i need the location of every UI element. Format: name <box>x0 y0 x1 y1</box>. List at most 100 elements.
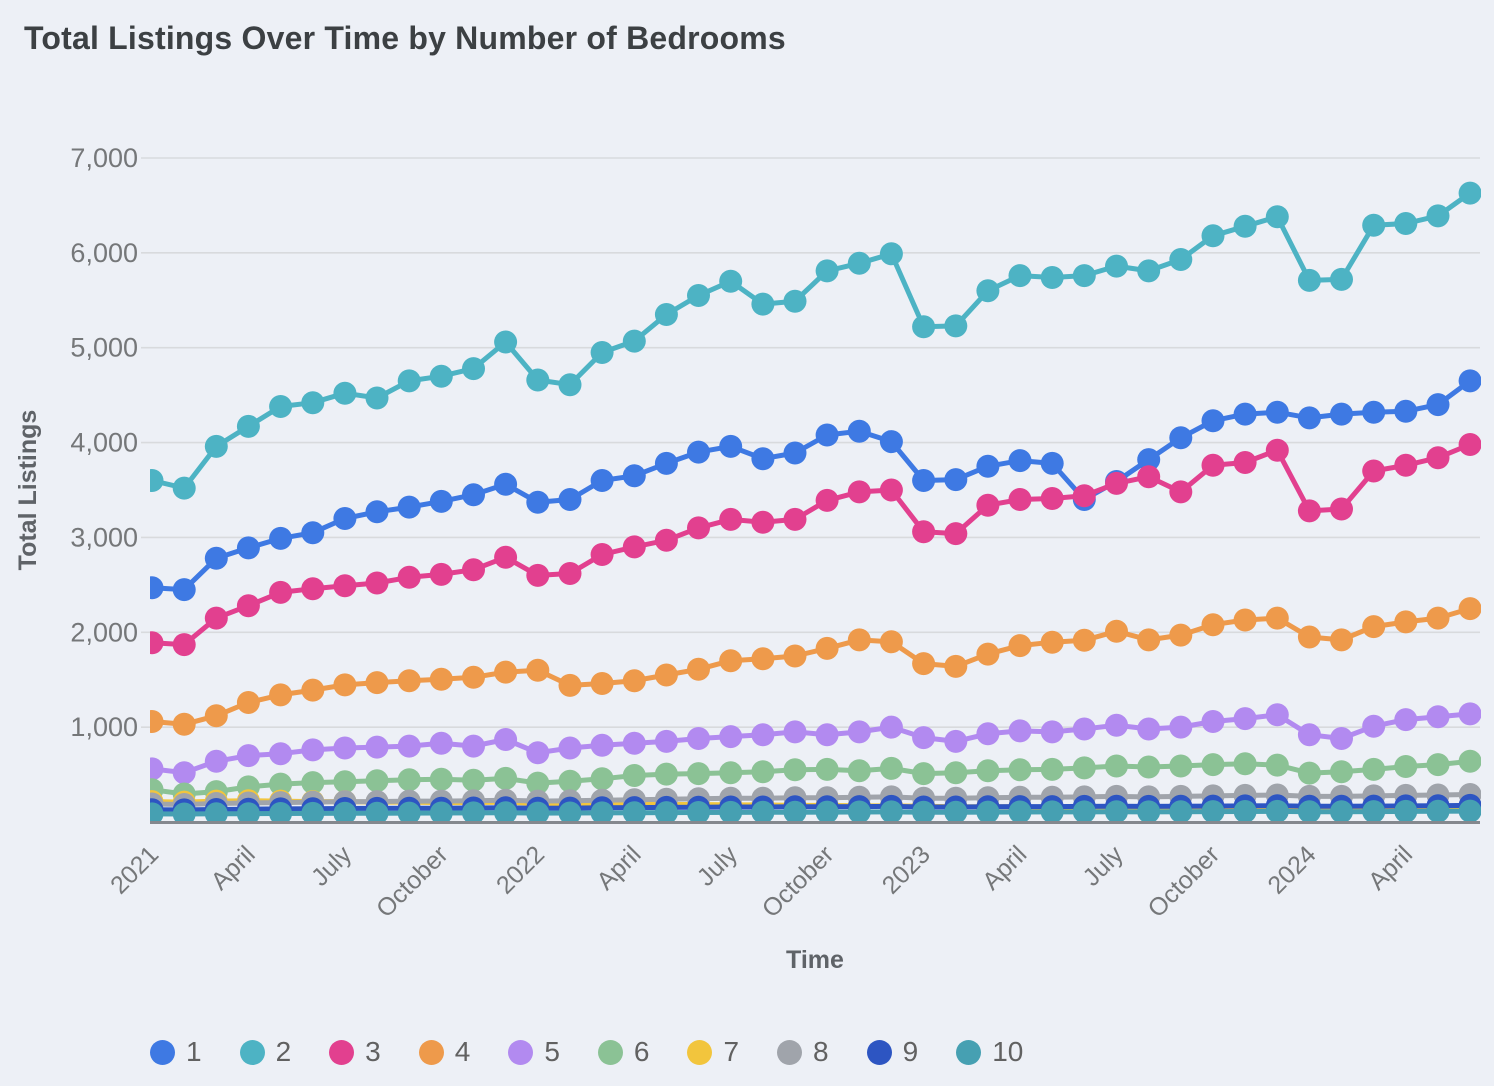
series-3-point[interactable] <box>397 565 421 589</box>
series-6-point[interactable] <box>1265 753 1289 777</box>
series-1-point[interactable] <box>1137 448 1161 472</box>
series-6-point[interactable] <box>879 756 903 780</box>
series-2-point[interactable] <box>1265 205 1289 229</box>
series-2-point[interactable] <box>1297 268 1321 292</box>
series-10-point[interactable] <box>462 801 485 824</box>
series-2-point[interactable] <box>590 341 614 364</box>
series-6-point[interactable] <box>783 758 807 782</box>
series-10-point[interactable] <box>429 801 453 825</box>
series-3-point[interactable] <box>1426 446 1450 470</box>
series-1-point[interactable] <box>1233 402 1257 426</box>
series-3-point[interactable] <box>1137 465 1161 489</box>
series-3-point[interactable] <box>236 594 260 618</box>
series-10-point[interactable] <box>687 801 710 824</box>
series-10-point[interactable] <box>1040 800 1064 824</box>
series-6-point[interactable] <box>815 757 839 781</box>
series-4-point[interactable] <box>365 671 389 695</box>
series-4-point[interactable] <box>1426 606 1450 630</box>
series-5-point[interactable] <box>236 744 260 768</box>
series-2-point[interactable] <box>1458 181 1482 205</box>
series-3-point[interactable] <box>1394 453 1418 477</box>
series-2-point[interactable] <box>1233 214 1257 238</box>
series-3-point[interactable] <box>1233 451 1257 474</box>
series-5-point[interactable] <box>622 731 646 755</box>
series-6-point[interactable] <box>1394 755 1418 778</box>
series-5-point[interactable] <box>944 729 968 753</box>
series-4-point[interactable] <box>558 673 582 697</box>
series-10-point[interactable] <box>1426 799 1450 823</box>
series-4-point[interactable] <box>429 667 453 691</box>
series-5-point[interactable] <box>204 749 228 773</box>
series-1-point[interactable] <box>236 536 260 560</box>
series-3-point[interactable] <box>462 558 485 582</box>
series-2-point[interactable] <box>1426 204 1450 228</box>
series-1-point[interactable] <box>1426 393 1450 417</box>
series-6-point[interactable] <box>944 761 968 785</box>
series-3-point[interactable] <box>590 543 614 566</box>
series-2-point[interactable] <box>204 434 228 458</box>
series-1-point[interactable] <box>1394 399 1418 423</box>
series-4-point[interactable] <box>1233 608 1257 632</box>
series-2-point[interactable] <box>815 259 839 283</box>
series-6-point[interactable] <box>1169 754 1193 778</box>
series-5-point[interactable] <box>687 727 710 750</box>
series-10-point[interactable] <box>1233 800 1257 823</box>
series-5-point[interactable] <box>365 735 389 759</box>
series-1-point[interactable] <box>558 488 582 511</box>
series-4-point[interactable] <box>1040 630 1064 654</box>
series-1-point[interactable] <box>204 546 228 570</box>
series-6-point[interactable] <box>365 769 389 793</box>
legend-item-9[interactable]: 9 <box>866 1036 918 1068</box>
series-4-point[interactable] <box>751 647 775 671</box>
series-10-point[interactable] <box>1330 800 1353 824</box>
series-10-point[interactable] <box>301 801 325 825</box>
series-3-point[interactable] <box>912 520 936 544</box>
series-5-point[interactable] <box>590 733 614 757</box>
series-4-point[interactable] <box>815 636 839 660</box>
series-3-point[interactable] <box>494 545 518 569</box>
series-10-point[interactable] <box>590 801 614 824</box>
series-6-point[interactable] <box>462 768 485 792</box>
series-1-point[interactable] <box>590 469 614 492</box>
series-3-point[interactable] <box>622 535 646 559</box>
series-3-point[interactable] <box>301 577 325 601</box>
series-6-point[interactable] <box>558 769 582 793</box>
series-3-point[interactable] <box>751 510 775 534</box>
series-6-point[interactable] <box>1426 753 1450 777</box>
series-4-point[interactable] <box>944 654 968 678</box>
series-5-point[interactable] <box>1008 719 1032 743</box>
series-5-point[interactable] <box>301 738 325 762</box>
series-4-point[interactable] <box>719 649 743 673</box>
legend-item-4[interactable]: 4 <box>418 1036 470 1068</box>
series-2-point[interactable] <box>1137 259 1161 283</box>
legend-item-1[interactable]: 1 <box>150 1036 202 1068</box>
series-4-point[interactable] <box>204 704 228 728</box>
series-10-point[interactable] <box>879 800 903 824</box>
series-4-point[interactable] <box>301 678 325 702</box>
series-1-point[interactable] <box>462 483 485 507</box>
series-1-point[interactable] <box>687 440 710 464</box>
series-6-point[interactable] <box>429 767 453 791</box>
series-1-point[interactable] <box>847 419 871 443</box>
series-4-point[interactable] <box>526 658 550 682</box>
series-4-point[interactable] <box>879 630 903 654</box>
series-2-point[interactable] <box>622 329 646 353</box>
series-10-point[interactable] <box>494 801 518 824</box>
series-1-point[interactable] <box>269 526 293 550</box>
series-1-point[interactable] <box>654 451 678 475</box>
series-10-point[interactable] <box>976 800 1000 824</box>
series-5-point[interactable] <box>1330 727 1353 750</box>
series-5-point[interactable] <box>1297 723 1321 747</box>
series-2-point[interactable] <box>494 330 518 354</box>
series-3-point[interactable] <box>1297 499 1321 523</box>
series-10-point[interactable] <box>1297 800 1321 824</box>
series-5-point[interactable] <box>1201 710 1225 733</box>
series-5-point[interactable] <box>1137 717 1161 741</box>
legend-item-3[interactable]: 3 <box>329 1036 381 1068</box>
legend-item-6[interactable]: 6 <box>597 1036 649 1068</box>
series-10-point[interactable] <box>526 801 550 825</box>
series-2-point[interactable] <box>1394 212 1418 235</box>
series-6-point[interactable] <box>719 761 743 785</box>
series-3-point[interactable] <box>1362 459 1386 483</box>
series-2-point[interactable] <box>1072 264 1096 288</box>
